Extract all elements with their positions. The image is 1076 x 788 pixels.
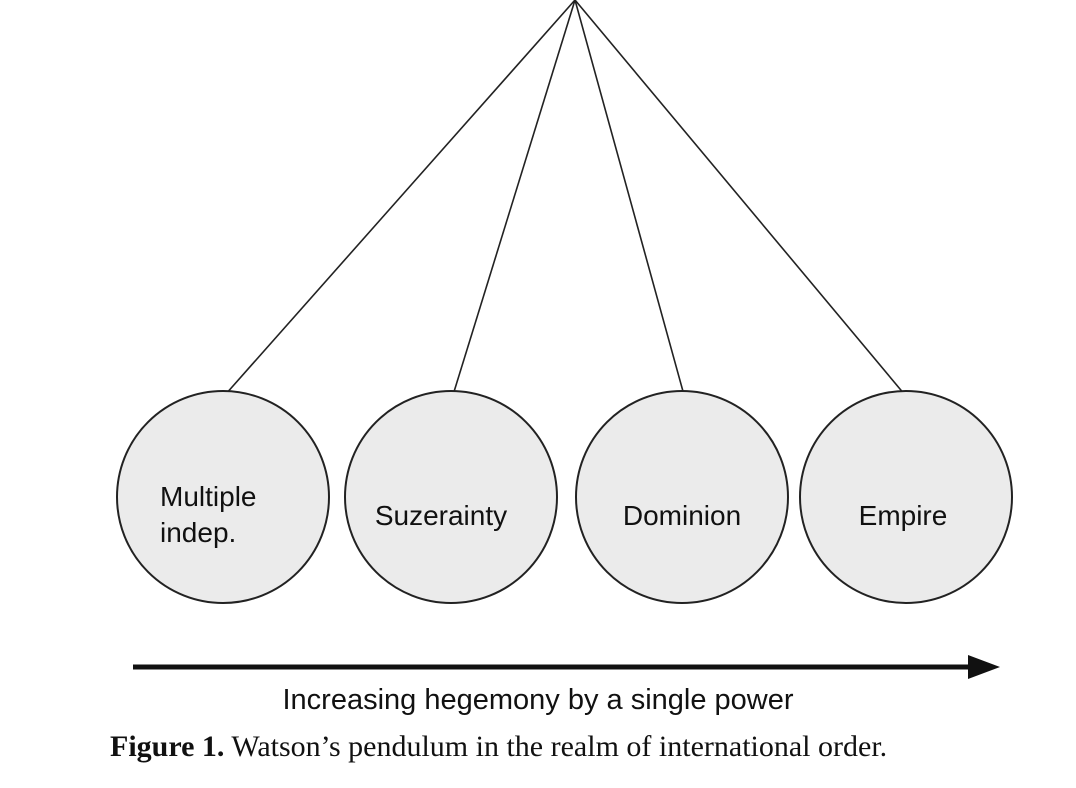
pendulum-string-1	[224, 0, 576, 396]
pendulum-bob-empire: Empire	[799, 390, 1013, 604]
bob-label: Dominion	[623, 500, 741, 531]
figure-caption-label: Figure 1.	[110, 730, 225, 763]
figure-caption: Figure 1. Watson’s pendulum in the realm…	[110, 730, 1070, 764]
arrow-head	[968, 655, 1000, 679]
bob-label-line-2: indep.	[160, 517, 236, 548]
pendulum-string-2	[452, 0, 576, 396]
hegemony-arrow	[133, 655, 1000, 679]
bob-circle	[116, 390, 330, 604]
bob-label-line-1: Multiple	[160, 481, 256, 512]
bob-label: Suzerainty	[375, 500, 507, 531]
bob-circle	[575, 390, 789, 604]
pendulum-string-4	[574, 0, 906, 396]
figure-caption-text: Watson’s pendulum in the realm of intern…	[231, 730, 888, 763]
bob-label: Empire	[859, 500, 948, 531]
pendulum-bob-multiple-indep: Multiple indep.	[116, 390, 330, 604]
pendulum-bob-dominion: Dominion	[575, 390, 789, 604]
bob-circle	[799, 390, 1013, 604]
arrow-label: Increasing hegemony by a single power	[282, 684, 793, 716]
bob-label: Multiple indep.	[160, 481, 264, 548]
pendulum-bob-suzerainty: Suzerainty	[344, 390, 558, 604]
bob-circle	[344, 390, 558, 604]
pendulum-string-3	[574, 0, 685, 396]
